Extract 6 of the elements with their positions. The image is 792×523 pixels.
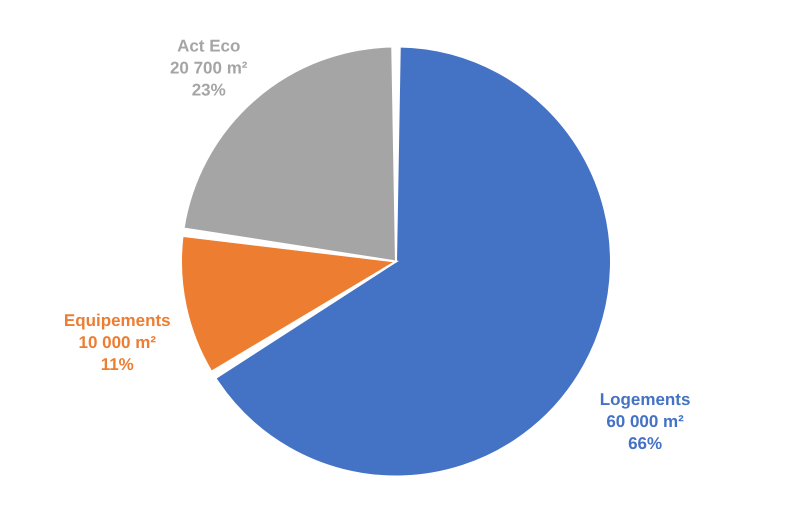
data-label: 10 000 m² 11% xyxy=(78,332,156,374)
slice-label: Logements xyxy=(600,390,690,409)
slice-label: Act Eco xyxy=(177,36,240,56)
slice-label: Equipements xyxy=(64,310,171,330)
data-label: 20 700 m² 23% xyxy=(170,58,248,100)
data-label: 60 000 m² 66% xyxy=(606,412,684,453)
